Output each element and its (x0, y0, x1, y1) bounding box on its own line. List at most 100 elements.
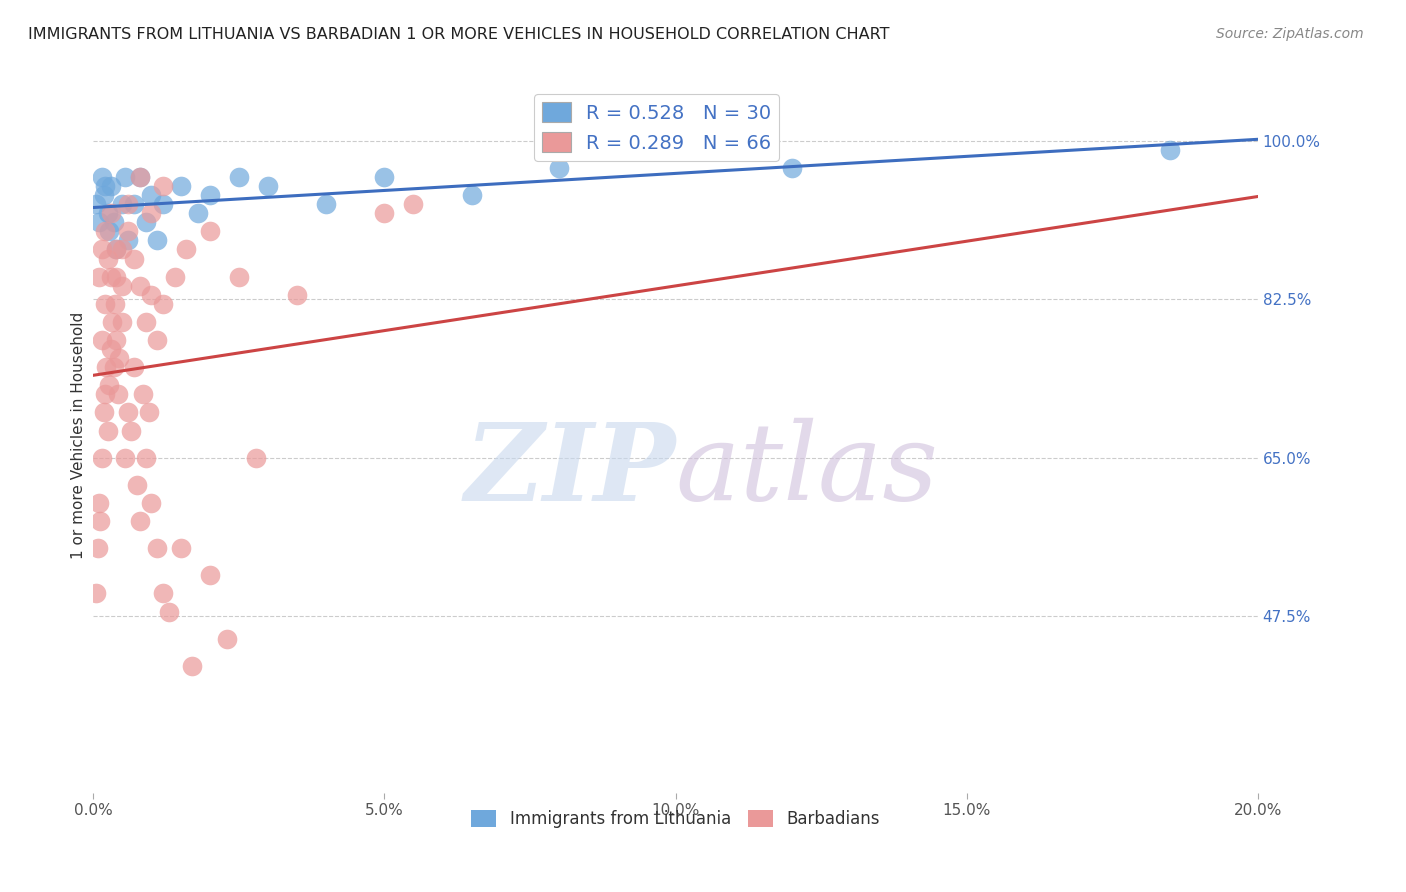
Point (97, 424, 120, 438)
Point (460, 188, 482, 202)
Point (101, 315, 124, 329)
Point (141, 496, 163, 510)
Point (181, 659, 204, 673)
Point (93, 405, 115, 419)
Point (98, 224, 121, 238)
Point (87, 496, 110, 510)
Point (217, 632, 239, 646)
Point (128, 169, 150, 184)
Point (111, 315, 134, 329)
Point (141, 188, 163, 202)
Point (122, 360, 145, 375)
Point (100, 342, 122, 356)
Point (84, 586, 107, 600)
Point (117, 405, 139, 419)
Point (105, 243, 128, 257)
Point (94, 179, 117, 194)
Point (228, 169, 250, 184)
Point (90, 333, 112, 347)
Point (245, 450, 267, 465)
Point (131, 387, 153, 401)
Point (90, 450, 112, 465)
Point (120, 424, 142, 438)
Point (128, 169, 150, 184)
Point (157, 605, 180, 619)
Point (187, 206, 209, 220)
Point (128, 278, 150, 293)
Point (103, 360, 125, 375)
Point (114, 450, 136, 465)
Point (105, 333, 128, 347)
Point (152, 179, 174, 194)
Point (89, 514, 111, 528)
Point (94, 224, 117, 238)
Point (114, 169, 136, 184)
Point (117, 224, 139, 238)
Point (257, 179, 280, 194)
Point (105, 243, 128, 257)
Point (122, 252, 145, 266)
Point (94, 360, 117, 375)
Point (780, 161, 803, 175)
Point (135, 215, 157, 229)
Point (111, 243, 134, 257)
Point (84, 197, 107, 211)
Point (87, 215, 110, 229)
Point (107, 387, 129, 401)
Text: IMMIGRANTS FROM LITHUANIA VS BARBADIAN 1 OR MORE VEHICLES IN HOUSEHOLD CORRELATI: IMMIGRANTS FROM LITHUANIA VS BARBADIAN 1… (28, 27, 890, 42)
Point (285, 287, 308, 301)
Point (122, 197, 145, 211)
Point (111, 278, 134, 293)
Point (548, 161, 571, 175)
Point (169, 179, 191, 194)
Point (94, 387, 117, 401)
Point (146, 333, 169, 347)
Point (146, 541, 169, 556)
Point (163, 269, 186, 284)
Point (402, 197, 425, 211)
Point (169, 541, 191, 556)
Point (152, 197, 174, 211)
Point (104, 297, 127, 311)
Point (315, 197, 337, 211)
Point (152, 297, 174, 311)
Point (373, 206, 395, 220)
Point (125, 478, 148, 492)
Point (198, 224, 221, 238)
Point (152, 586, 174, 600)
Point (97, 206, 120, 220)
Point (198, 568, 221, 582)
Point (108, 351, 131, 365)
Point (100, 206, 122, 220)
Y-axis label: 1 or more Vehicles in Household: 1 or more Vehicles in Household (72, 311, 86, 558)
Point (141, 206, 163, 220)
Point (90, 169, 112, 184)
Point (90, 243, 112, 257)
Point (198, 188, 221, 202)
Point (87, 541, 110, 556)
Point (128, 514, 150, 528)
Point (135, 450, 157, 465)
Point (146, 234, 169, 248)
Point (373, 169, 395, 184)
Point (98, 378, 121, 392)
Point (87, 269, 110, 284)
Point (93, 188, 115, 202)
Point (117, 234, 139, 248)
Point (117, 197, 139, 211)
Point (228, 269, 250, 284)
Point (111, 197, 134, 211)
Point (105, 269, 128, 284)
Point (135, 315, 157, 329)
Text: atlas: atlas (675, 418, 939, 524)
Point (94, 297, 117, 311)
Point (141, 287, 163, 301)
Point (100, 179, 122, 194)
Text: Source: ZipAtlas.com: Source: ZipAtlas.com (1216, 27, 1364, 41)
Point (100, 269, 122, 284)
Point (103, 215, 125, 229)
Point (138, 405, 160, 419)
Legend: Immigrants from Lithuania, Barbadians: Immigrants from Lithuania, Barbadians (465, 803, 886, 834)
Text: ZIP: ZIP (464, 417, 675, 524)
Point (176, 243, 198, 257)
